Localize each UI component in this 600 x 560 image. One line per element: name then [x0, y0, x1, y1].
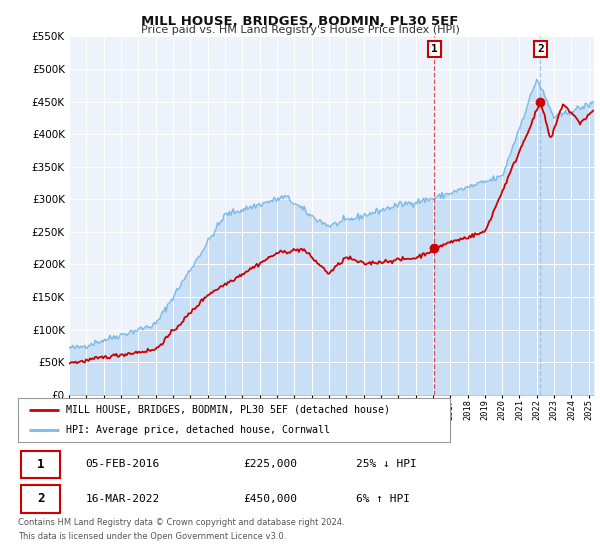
Text: 1: 1	[431, 44, 438, 54]
Text: Contains HM Land Registry data © Crown copyright and database right 2024.: Contains HM Land Registry data © Crown c…	[18, 518, 344, 527]
Text: £450,000: £450,000	[244, 494, 298, 504]
Bar	[21, 451, 61, 478]
Text: 1: 1	[37, 458, 44, 471]
Text: This data is licensed under the Open Government Licence v3.0.: This data is licensed under the Open Gov…	[18, 532, 286, 541]
Text: MILL HOUSE, BRIDGES, BODMIN, PL30 5EF (detached house): MILL HOUSE, BRIDGES, BODMIN, PL30 5EF (d…	[65, 405, 389, 415]
Bar	[21, 486, 61, 512]
Text: HPI: Average price, detached house, Cornwall: HPI: Average price, detached house, Corn…	[65, 425, 329, 435]
Text: Price paid vs. HM Land Registry's House Price Index (HPI): Price paid vs. HM Land Registry's House …	[140, 25, 460, 35]
Text: 25% ↓ HPI: 25% ↓ HPI	[356, 459, 417, 469]
Text: 6% ↑ HPI: 6% ↑ HPI	[356, 494, 410, 504]
Text: £225,000: £225,000	[244, 459, 298, 469]
Text: 2: 2	[537, 44, 544, 54]
Text: 2: 2	[37, 492, 44, 506]
Text: MILL HOUSE, BRIDGES, BODMIN, PL30 5EF: MILL HOUSE, BRIDGES, BODMIN, PL30 5EF	[142, 15, 458, 27]
Text: 05-FEB-2016: 05-FEB-2016	[86, 459, 160, 469]
Text: 16-MAR-2022: 16-MAR-2022	[86, 494, 160, 504]
